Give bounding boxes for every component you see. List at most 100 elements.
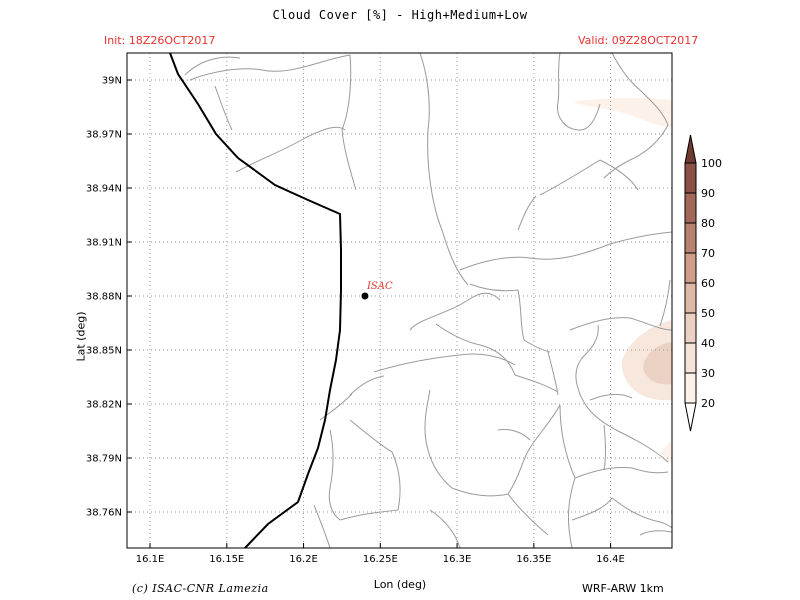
- colorbar-segment: [684, 282, 697, 314]
- boundary-line: [574, 467, 669, 479]
- plot-frame: [126, 52, 673, 549]
- boundary-line: [235, 126, 346, 173]
- colorbar-label: 40: [701, 337, 715, 350]
- cloud-patch-north: [572, 97, 672, 128]
- boundary-line: [523, 339, 551, 353]
- boundary-line: [328, 429, 341, 521]
- colorbar-segment: [684, 222, 697, 254]
- boundary-line: [391, 451, 401, 511]
- init-time: Init: 18Z26OCT2017: [104, 34, 216, 47]
- boundary-line: [659, 279, 671, 327]
- boundary-line: [567, 477, 576, 549]
- boundary-line: [349, 419, 393, 453]
- valid-time: Valid: 09Z28OCT2017: [578, 34, 699, 47]
- boundary-line: [341, 54, 357, 191]
- boundary-line: [517, 289, 525, 341]
- x-tick-labels: 16.1E 16.15E 16.2E 16.25E 16.3E 16.35E 16.4E: [136, 543, 625, 565]
- y-tick-labels: 38.76N 38.79N 38.82N 38.85N 38.88N 38.91N 38.9…: [86, 76, 132, 519]
- boundary-line: [459, 231, 673, 271]
- boundary-line: [189, 54, 351, 81]
- boundary-line: [557, 52, 601, 131]
- boundary-line: [603, 124, 669, 179]
- boundary-line: [611, 497, 673, 529]
- boundary-line: [435, 323, 516, 376]
- boundary-line: [507, 404, 561, 495]
- boundary-line: [497, 429, 531, 441]
- y-tick-label: 38.94N: [86, 184, 122, 195]
- boundary-line: [611, 52, 669, 126]
- boundary-line: [373, 353, 516, 373]
- colorbar-label: 100: [701, 157, 722, 170]
- boundary-line: [539, 159, 601, 196]
- y-axis-label: Lat (deg): [74, 311, 88, 362]
- boundary-line: [639, 530, 673, 536]
- colorbar-label: 70: [701, 247, 715, 260]
- colorbar-lower-triangle: [684, 402, 697, 432]
- y-tick-label: 38.97N: [86, 130, 122, 141]
- boundary-line: [319, 393, 353, 421]
- boundary-line: [559, 404, 576, 479]
- x-tick-label: 16.1E: [136, 554, 165, 565]
- boundary-line: [409, 292, 501, 331]
- boundary-line: [469, 283, 519, 292]
- boundary-line: [514, 374, 559, 393]
- boundary-line: [429, 509, 461, 549]
- colorbar-segment: [684, 192, 697, 224]
- credit-text: (c) ISAC-CNR Lamezia: [132, 582, 269, 595]
- boundary-line: [599, 159, 639, 191]
- colorbar-segment: [684, 312, 697, 344]
- boundary-line: [569, 317, 673, 331]
- x-tick-label: 16.4E: [596, 554, 625, 565]
- boundary-line: [589, 393, 633, 401]
- station-label: ISAC: [366, 281, 393, 292]
- model-text: WRF-ARW 1km: [582, 582, 664, 595]
- boundary-line: [575, 324, 599, 389]
- colorbar-label: 50: [701, 307, 715, 320]
- y-tick-label: 38.88N: [86, 292, 122, 303]
- x-axis-label: Lon (deg): [373, 578, 427, 591]
- boundary-line: [571, 497, 613, 521]
- cloud-patch-southeast: [662, 440, 672, 462]
- x-tick-label: 16.3E: [443, 554, 472, 565]
- admin-boundaries: [184, 52, 673, 549]
- x-tick-label: 16.2E: [289, 554, 318, 565]
- x-tick-label: 16.35E: [516, 554, 551, 565]
- y-tick-label: 38.82N: [86, 400, 122, 411]
- colorbar-label: 20: [701, 397, 715, 410]
- boundary-line: [577, 387, 669, 463]
- boundary-line: [603, 424, 606, 471]
- colorbar-segment: [684, 372, 697, 404]
- cloud-cover-shading: [572, 97, 672, 462]
- chart-title: Cloud Cover [%] - High+Medium+Low: [272, 8, 528, 22]
- colorbar-label: 30: [701, 367, 715, 380]
- station-isac: ISAC: [361, 281, 393, 300]
- colorbar-upper-triangle: [684, 134, 697, 164]
- colorbar-segment: [684, 342, 697, 374]
- boundary-line: [424, 389, 453, 489]
- colorbar-label: 90: [701, 187, 715, 200]
- y-tick-label: 38.79N: [86, 454, 122, 465]
- coastline: [169, 52, 342, 549]
- station-marker-dot: [361, 292, 369, 300]
- colorbar-segment: [684, 252, 697, 284]
- y-tick-label: 38.91N: [86, 238, 122, 249]
- boundary-line: [184, 56, 241, 76]
- cloud-patch-east-inner: [643, 342, 672, 385]
- colorbar-label: 60: [701, 277, 715, 290]
- colorbar: 20 30 40 50 60 70 80 90 100: [684, 134, 722, 432]
- boundary-line: [441, 229, 469, 286]
- plot-background: [127, 53, 672, 548]
- y-tick-label: 39N: [102, 76, 122, 87]
- gridlines: [127, 53, 672, 548]
- x-tick-label: 16.15E: [209, 554, 244, 565]
- boundary-line: [507, 493, 549, 536]
- colorbar-segment: [684, 162, 697, 194]
- x-tick-label: 16.25E: [363, 554, 398, 565]
- boundary-line: [419, 52, 443, 231]
- boundary-line: [349, 375, 385, 396]
- boundary-line: [451, 487, 509, 497]
- boundary-line: [517, 195, 537, 231]
- colorbar-label: 80: [701, 217, 715, 230]
- y-tick-label: 38.85N: [86, 346, 122, 357]
